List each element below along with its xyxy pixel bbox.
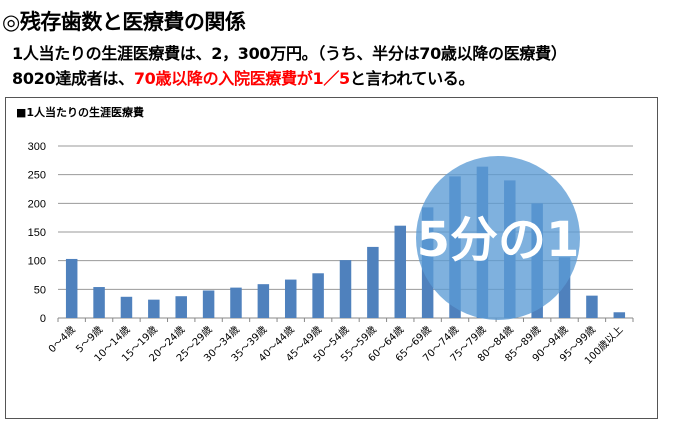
- x-tick-label: 0～4歳: [46, 324, 78, 356]
- bar: [339, 260, 352, 318]
- bar: [613, 312, 626, 318]
- bar: [65, 258, 78, 318]
- bar: [394, 225, 407, 318]
- bar: [230, 287, 242, 318]
- bar: [284, 279, 297, 318]
- page-title: ◎残存歯数と医療費の関係: [2, 10, 246, 34]
- bar: [558, 257, 571, 318]
- callout-text: 5分の1: [417, 212, 580, 268]
- line2-highlight: 70歳以降の入院医療費が1／5: [133, 69, 350, 88]
- y-tick-label: 150: [28, 227, 46, 239]
- summary-line-2: 8020達成者は、70歳以降の入院医療費が1／5と言われている。: [12, 65, 475, 89]
- line2-prefix: 8020達成者は、: [12, 69, 134, 88]
- line2-suffix: と言われている。: [349, 69, 475, 88]
- chart-frame: [5, 97, 658, 419]
- y-tick-label: 100: [28, 256, 46, 268]
- y-tick-label: 250: [28, 170, 46, 182]
- bar: [257, 284, 270, 318]
- y-tick-label: 300: [28, 141, 46, 153]
- bar: [202, 290, 215, 318]
- bar: [312, 273, 324, 318]
- y-tick-label: 50: [34, 284, 46, 296]
- bar: [148, 299, 160, 318]
- bar: [120, 296, 133, 318]
- bar: [367, 246, 379, 318]
- summary-line-1: 1人当たりの生涯医療費は、2，300万円。（うち、半分は70歳以降の医療費）: [12, 44, 567, 63]
- bar: [93, 287, 105, 318]
- y-tick-label: 200: [28, 198, 46, 210]
- callout-circle: [416, 156, 580, 320]
- bar: [586, 295, 598, 318]
- y-tick-label: 0: [40, 313, 46, 325]
- bar: [175, 296, 187, 318]
- chart-title: ■1人当たりの生涯医療費: [16, 106, 145, 119]
